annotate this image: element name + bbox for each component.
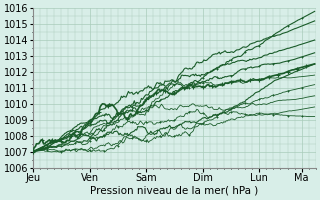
X-axis label: Pression niveau de la mer( hPa ): Pression niveau de la mer( hPa )	[90, 186, 259, 196]
